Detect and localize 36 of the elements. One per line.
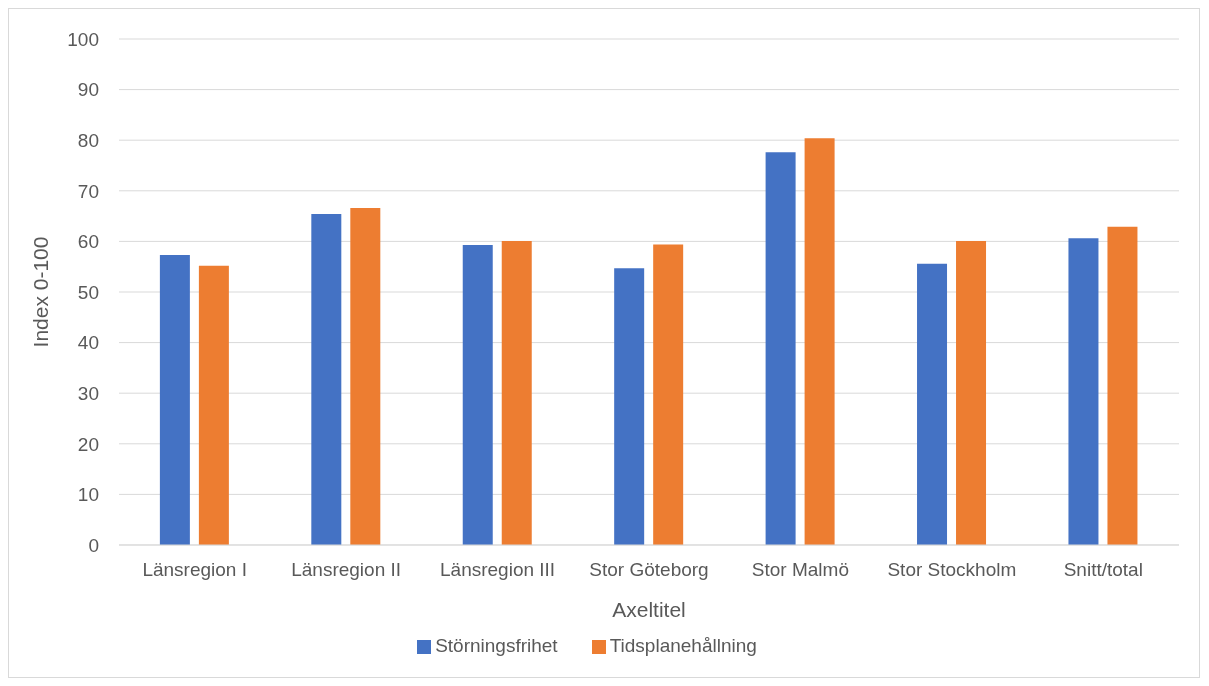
bar bbox=[1107, 226, 1138, 545]
y-tick-label: 50 bbox=[77, 281, 99, 303]
x-tick-label: Länsregion I bbox=[142, 559, 247, 581]
y-tick-label: 80 bbox=[77, 129, 99, 151]
bar bbox=[1068, 238, 1099, 545]
y-tick-label: 0 bbox=[88, 534, 99, 556]
y-tick-label: 70 bbox=[77, 180, 99, 202]
bar bbox=[804, 138, 835, 545]
x-tick-label: Länsregion II bbox=[291, 559, 402, 581]
legend-label: Störningsfrihet bbox=[435, 635, 558, 656]
x-axis-title: Axeltitel bbox=[612, 598, 686, 621]
y-axis-title: Index 0-100 bbox=[29, 236, 53, 348]
x-tick-label: Stor Stockholm bbox=[887, 559, 1017, 581]
x-tick-label: Stor Göteborg bbox=[589, 559, 709, 581]
bar bbox=[765, 152, 796, 545]
bar bbox=[501, 240, 532, 545]
y-tick-label: 10 bbox=[77, 484, 99, 506]
y-tick-label: 40 bbox=[77, 332, 99, 354]
legend-label: Tidsplanehållning bbox=[609, 635, 757, 656]
bar bbox=[159, 255, 190, 545]
bar bbox=[956, 240, 987, 545]
bar bbox=[653, 244, 684, 545]
y-tick-label: 90 bbox=[77, 79, 99, 101]
x-tick-label: Länsregion III bbox=[440, 559, 556, 581]
bar bbox=[198, 265, 229, 545]
y-tick-label: 100 bbox=[67, 28, 99, 50]
x-tick-label: Stor Malmö bbox=[751, 559, 849, 581]
x-tick-label: Snitt/total bbox=[1063, 559, 1143, 581]
y-tick-label: 20 bbox=[77, 433, 99, 455]
y-tick-label: 60 bbox=[77, 231, 99, 253]
bar bbox=[350, 208, 381, 545]
bar bbox=[614, 268, 645, 545]
bar bbox=[311, 214, 342, 545]
bar bbox=[917, 263, 948, 545]
y-tick-label: 30 bbox=[77, 382, 99, 404]
bar bbox=[462, 244, 493, 545]
